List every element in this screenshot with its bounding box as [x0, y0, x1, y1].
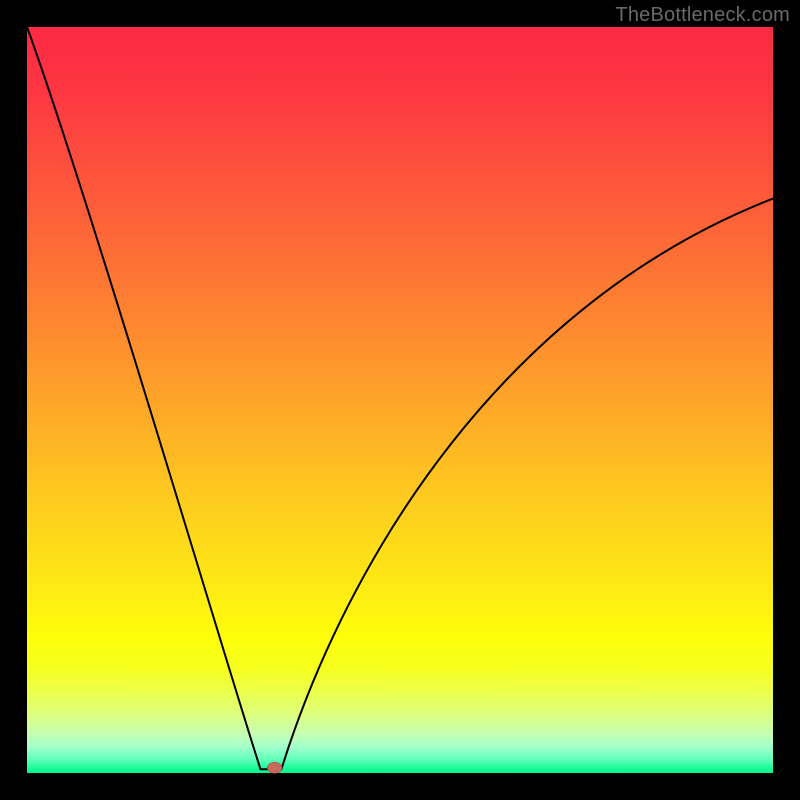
- watermark-text: TheBottleneck.com: [615, 4, 790, 27]
- plot-background: [27, 27, 773, 773]
- optimal-point-marker: [267, 762, 282, 773]
- bottleneck-chart: [0, 0, 800, 800]
- chart-container: TheBottleneck.com: [0, 0, 800, 800]
